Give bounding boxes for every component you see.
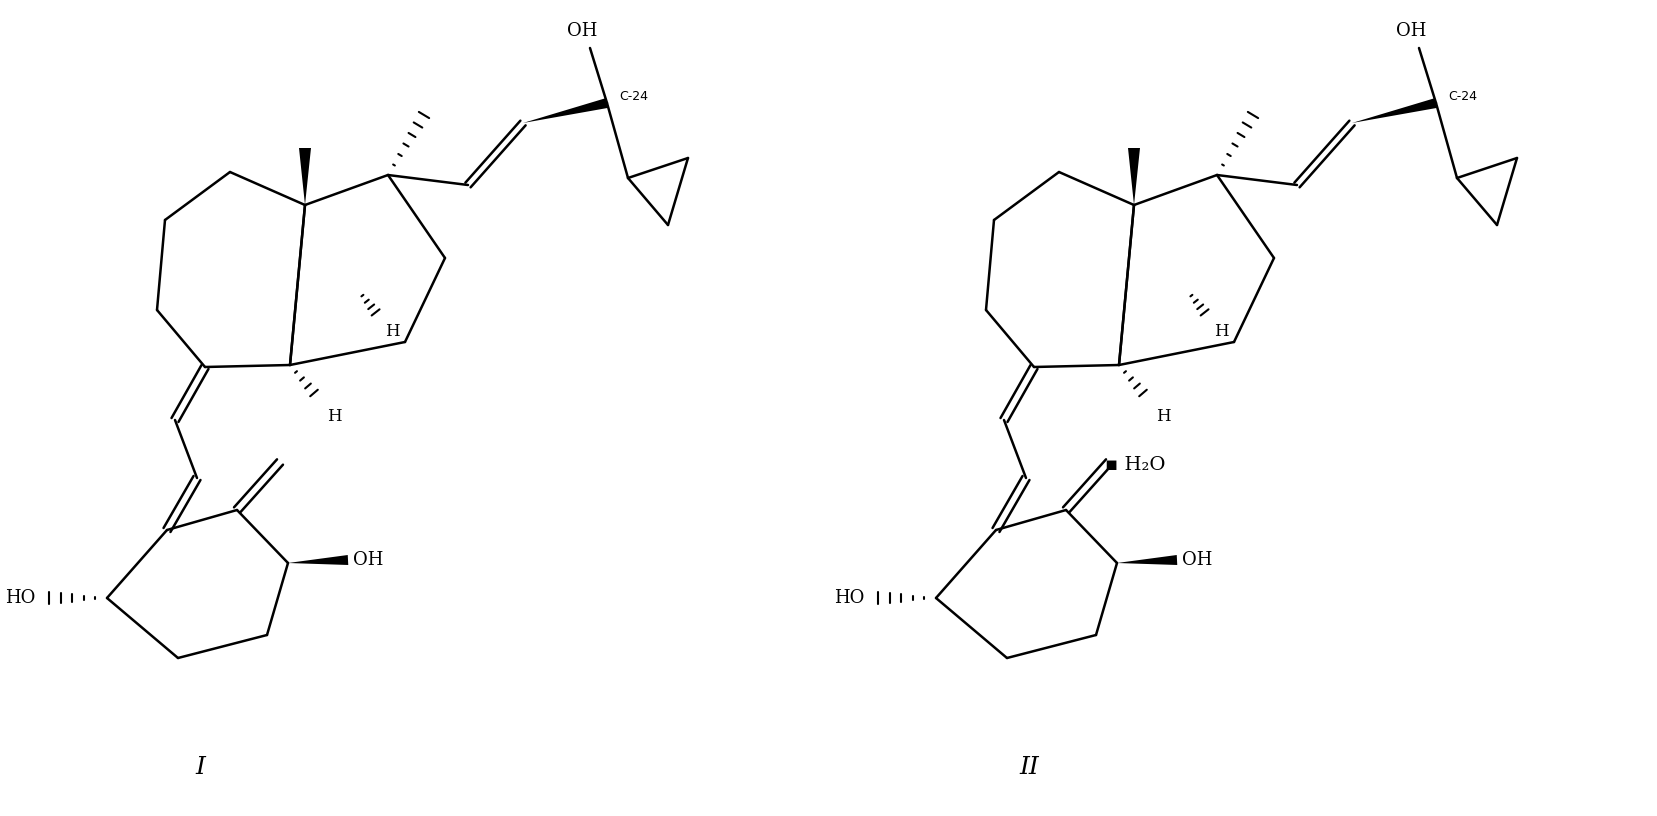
Text: C-24: C-24 xyxy=(1447,91,1476,104)
Text: OH: OH xyxy=(1181,551,1211,569)
Text: I: I xyxy=(196,756,205,779)
Polygon shape xyxy=(1127,148,1140,205)
Polygon shape xyxy=(1350,98,1437,123)
Text: OH: OH xyxy=(1395,22,1425,40)
Text: II: II xyxy=(1019,756,1039,779)
Text: H: H xyxy=(1213,323,1228,340)
Polygon shape xyxy=(1117,555,1176,565)
Text: H: H xyxy=(384,323,399,340)
Polygon shape xyxy=(522,98,608,123)
Polygon shape xyxy=(288,555,348,565)
Text: H: H xyxy=(326,409,341,425)
Text: OH: OH xyxy=(567,22,597,40)
Text: OH: OH xyxy=(353,551,383,569)
Text: C-24: C-24 xyxy=(618,91,648,104)
Text: HO: HO xyxy=(833,589,863,607)
Text: HO: HO xyxy=(5,589,35,607)
Polygon shape xyxy=(298,148,312,205)
Text: ▪ H₂O: ▪ H₂O xyxy=(1104,456,1165,474)
Text: H: H xyxy=(1155,409,1170,425)
